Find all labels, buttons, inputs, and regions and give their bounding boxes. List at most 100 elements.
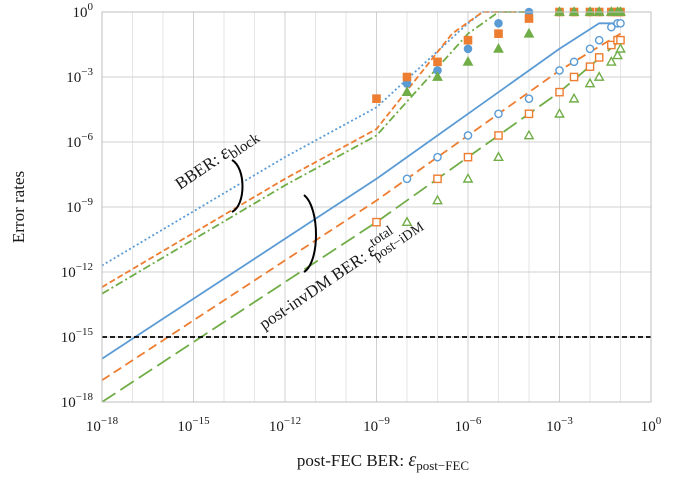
x-tick-base: 10	[177, 419, 192, 435]
marker-circle-open	[607, 22, 616, 32]
marker-triangle-open	[493, 151, 504, 162]
marker-circle-open	[494, 109, 503, 119]
x-tick-label: 10−9	[363, 415, 390, 435]
y-tick-base: 10	[61, 395, 76, 411]
y-tick-exponent: −6	[81, 131, 93, 143]
series-line-post-idm-solid	[101, 22, 621, 360]
y-tick-base: 10	[66, 70, 81, 86]
marker-triangle-open	[593, 71, 605, 81]
plot-frame	[101, 11, 652, 403]
marker-square-open	[607, 40, 616, 50]
marker-square-open	[494, 131, 503, 140]
x-tick-label: 10−12	[269, 415, 301, 435]
x-tick-exponent: −18	[101, 415, 119, 427]
x-tick-base: 10	[546, 419, 561, 435]
y-tick-label: 100	[73, 1, 94, 21]
marker-triangle-open	[523, 129, 535, 140]
marker-triangle-filled	[432, 71, 443, 81]
y-tick-exponent: −15	[76, 326, 94, 338]
marker-triangle-filled	[493, 42, 504, 53]
marker-square-filled	[402, 72, 412, 82]
marker-square-filled	[494, 29, 503, 38]
marker-square-open	[555, 87, 564, 97]
marker-circle-filled	[463, 44, 473, 54]
marker-square-filled	[433, 57, 442, 67]
y-tick-base: 10	[73, 5, 88, 21]
x-tick-label: 100	[641, 415, 662, 435]
annotation-bber-bracket	[231, 159, 244, 213]
marker-square-open	[433, 174, 442, 184]
marker-triangle-open	[568, 92, 580, 103]
marker-triangle-filled	[568, 6, 580, 16]
y-tick-base: 10	[66, 200, 81, 216]
marker-triangle-filled	[593, 6, 605, 16]
marker-square-open	[569, 72, 579, 82]
marker-circle-open	[616, 19, 625, 28]
series-line-bber-dotted	[101, 11, 529, 267]
marker-square-open	[463, 152, 473, 162]
x-tick-exponent: −6	[470, 415, 482, 427]
marker-square-filled	[524, 14, 534, 23]
y-tick-label: 10−18	[61, 391, 94, 411]
y-tick-label: 10−9	[66, 196, 93, 216]
marker-circle-open	[569, 57, 579, 67]
marker-circle-open	[433, 152, 442, 162]
y-tick-label: 10−3	[66, 66, 93, 86]
x-tick-label: 10−6	[455, 415, 482, 435]
marker-circle-open	[555, 66, 564, 75]
x-axis-title-symbol: ε	[408, 449, 416, 471]
annotation-post-idm-bracket	[303, 194, 317, 273]
y-tick-exponent: 0	[88, 1, 94, 13]
y-tick-exponent: −18	[76, 391, 94, 403]
x-tick-label: 10−18	[86, 415, 119, 435]
x-tick-exponent: −15	[192, 415, 210, 427]
y-tick-base: 10	[66, 135, 81, 151]
marker-circle-open	[402, 174, 412, 184]
x-tick-base: 10	[363, 419, 378, 435]
marker-triangle-open	[401, 216, 413, 227]
marker-square-open	[372, 217, 381, 227]
marker-triangle-filled	[605, 6, 617, 16]
marker-square-open	[585, 62, 595, 71]
marker-triangle-filled	[584, 6, 596, 16]
y-tick-label: 10−6	[66, 131, 93, 151]
y-tick-base: 10	[61, 265, 76, 281]
marker-square-open	[524, 109, 534, 119]
x-tick-label: 10−15	[177, 415, 210, 435]
marker-triangle-open	[432, 194, 443, 205]
marker-square-open	[594, 53, 604, 62]
marker-triangle-open	[462, 172, 474, 183]
y-axis-title: Error rates	[9, 171, 28, 243]
y-tick-label: 10−12	[61, 261, 93, 281]
x-tick-base: 10	[86, 419, 101, 435]
x-axis-ticks: 10−18 10−15 10−12 10−9 10−6 10−3 100	[86, 415, 662, 435]
x-axis-title: post-FEC BER: εpost−FEC	[297, 449, 469, 473]
marker-triangle-filled	[401, 86, 413, 97]
marker-square-filled	[463, 35, 473, 45]
marker-square-open	[616, 35, 625, 45]
x-axis-title-subscript: post−FEC	[416, 458, 469, 473]
x-tick-label: 10−3	[546, 415, 573, 435]
y-tick-base: 10	[61, 330, 76, 346]
marker-triangle-open	[605, 56, 617, 66]
x-tick-exponent: −12	[284, 415, 301, 427]
series-markers	[372, 6, 626, 227]
marker-triangle-open	[584, 77, 596, 88]
y-tick-exponent: −12	[76, 261, 93, 273]
marker-circle-open	[524, 94, 534, 103]
marker-triangle-filled	[462, 56, 474, 66]
y-tick-exponent: −3	[81, 66, 93, 78]
x-tick-exponent: 0	[656, 415, 662, 427]
x-tick-base: 10	[455, 419, 470, 435]
x-tick-base: 10	[641, 419, 656, 435]
x-tick-exponent: −3	[561, 415, 573, 427]
marker-triangle-open	[615, 42, 626, 53]
marker-triangle-filled	[554, 6, 565, 16]
marker-circle-filled	[494, 19, 503, 28]
y-tick-label: 10−15	[61, 326, 94, 346]
marker-circle-open	[585, 44, 595, 54]
marker-triangle-open	[554, 107, 565, 118]
